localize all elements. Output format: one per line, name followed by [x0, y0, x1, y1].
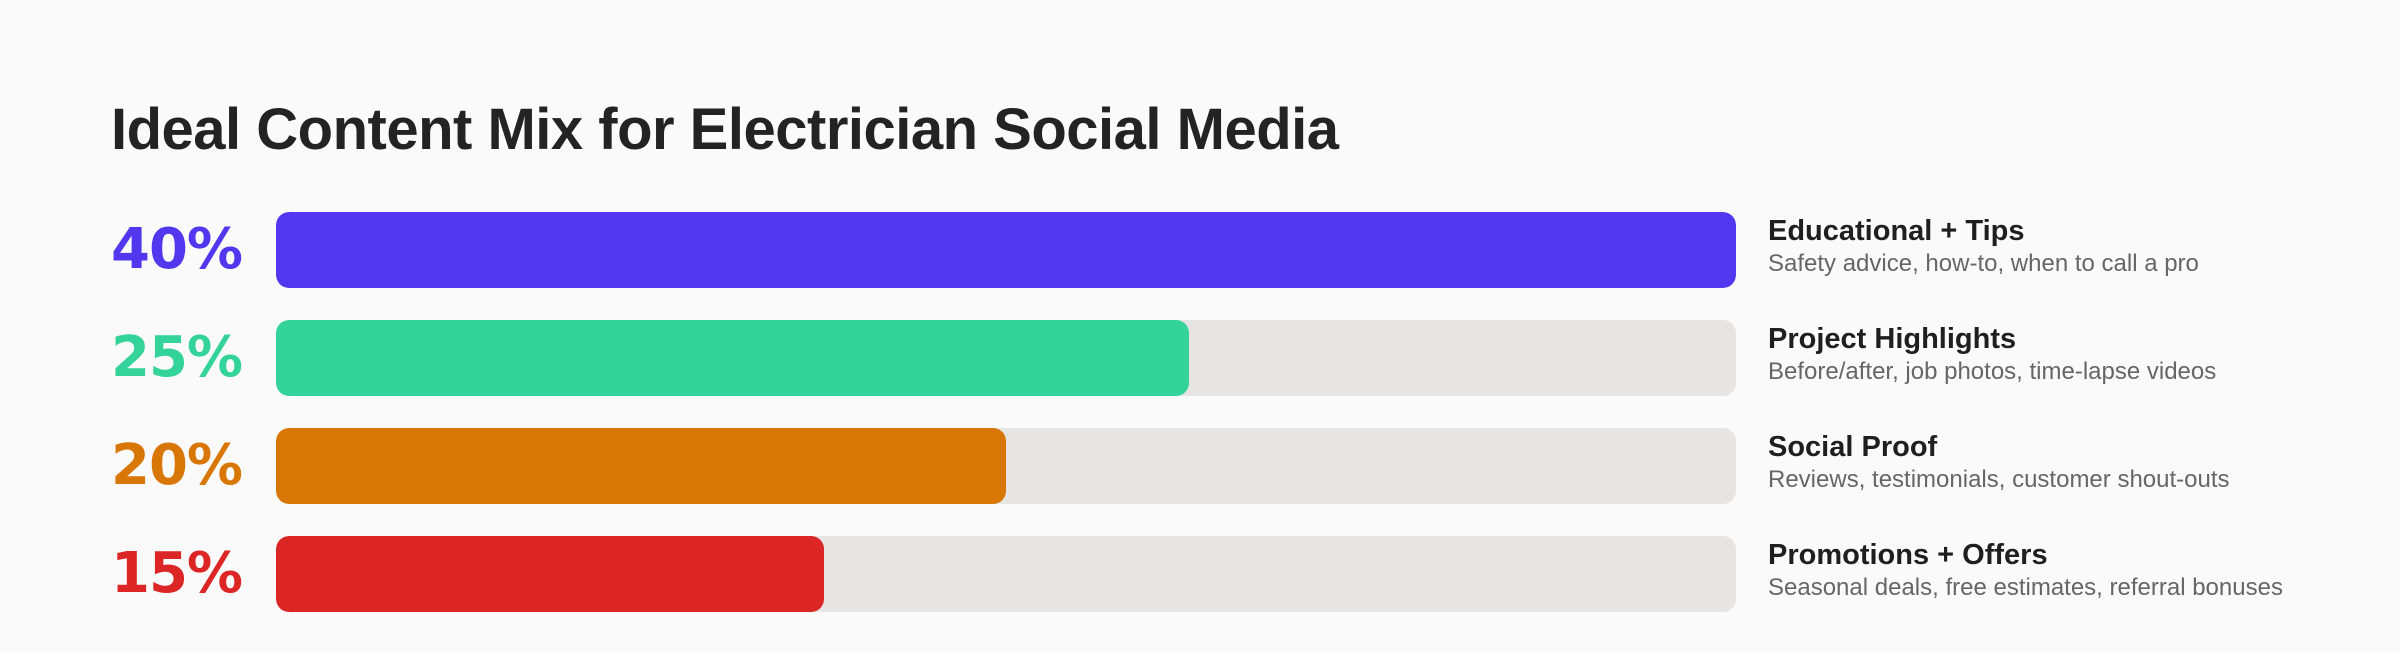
category-description: Seasonal deals, free estimates, referral… — [1768, 574, 2283, 601]
category-labels: Promotions + Offers Seasonal deals, free… — [1768, 538, 2288, 604]
category-labels: Educational + Tips Safety advice, how-to… — [1768, 214, 2288, 280]
bar-row-promotions: 15% Promotions + Offers Seasonal deals, … — [0, 536, 2400, 612]
category-description: Reviews, testimonials, customer shout-ou… — [1768, 466, 2230, 493]
category-name: Project Highlights — [1768, 323, 2017, 355]
percent-label: 25% — [111, 325, 243, 390]
bar-track — [276, 212, 1736, 288]
bar-fill-project-highlights — [276, 320, 1189, 396]
bar-row-social-proof: 20% Social Proof Reviews, testimonials, … — [0, 428, 2400, 504]
category-labels: Social Proof Reviews, testimonials, cust… — [1768, 430, 2288, 496]
bar-fill-social-proof — [276, 428, 1007, 504]
percent-label: 20% — [111, 433, 243, 498]
category-labels: Project Highlights Before/after, job pho… — [1768, 322, 2288, 388]
category-name: Promotions + Offers — [1768, 539, 2048, 571]
chart-title: Ideal Content Mix for Electrician Social… — [111, 97, 1339, 162]
bar-track — [276, 536, 1736, 612]
percent-label: 40% — [111, 217, 243, 282]
bar-row-educational: 40% Educational + Tips Safety advice, ho… — [0, 212, 2400, 288]
category-name: Educational + Tips — [1768, 215, 2025, 247]
percent-label: 15% — [111, 541, 243, 606]
category-description: Safety advice, how-to, when to call a pr… — [1768, 250, 2199, 277]
category-description: Before/after, job photos, time-lapse vid… — [1768, 358, 2217, 385]
bar-track — [276, 428, 1736, 504]
bar-fill-promotions — [276, 536, 824, 612]
bar-fill-educational — [276, 212, 1736, 288]
bar-track — [276, 320, 1736, 396]
category-name: Social Proof — [1768, 431, 1938, 463]
bar-row-project-highlights: 25% Project Highlights Before/after, job… — [0, 320, 2400, 396]
